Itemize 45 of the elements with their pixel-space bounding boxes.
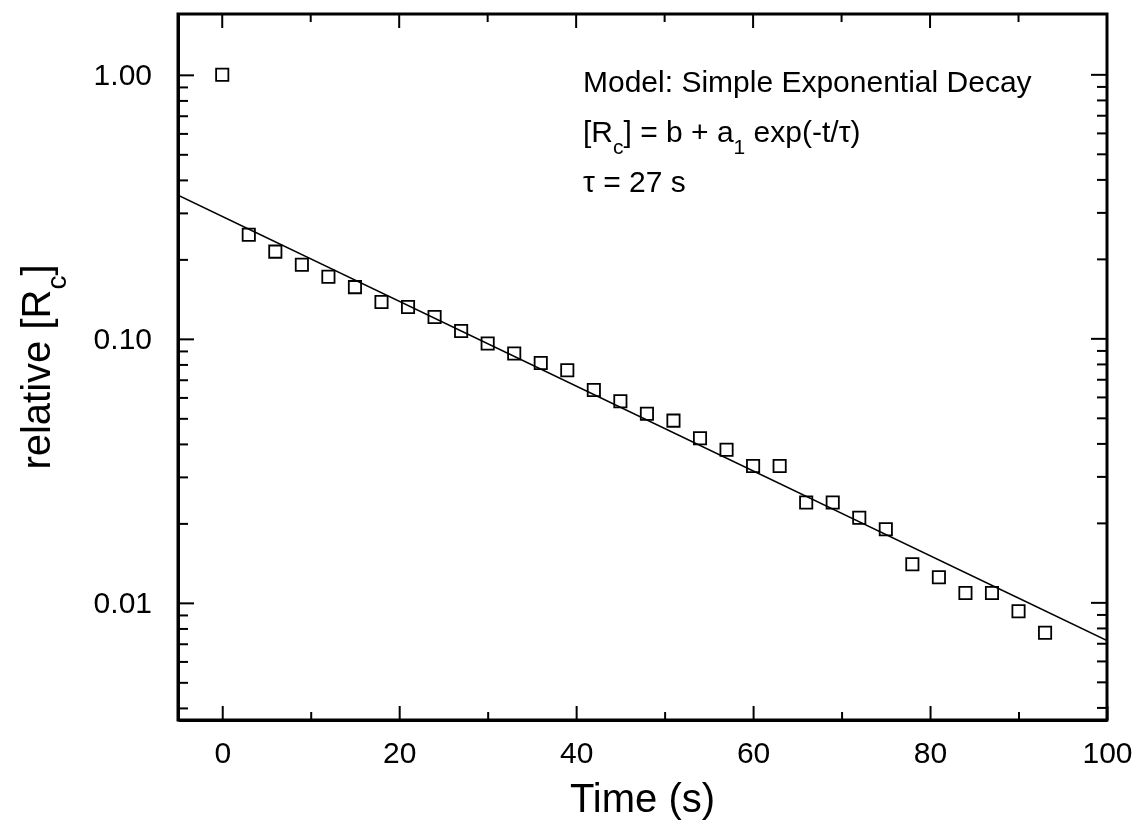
x-tick-label: 20 [383, 736, 417, 770]
point [401, 299, 416, 315]
point [560, 363, 575, 378]
point [241, 227, 256, 242]
point [586, 383, 601, 398]
point [852, 510, 867, 525]
point [454, 324, 469, 339]
point [268, 244, 283, 259]
point [692, 431, 708, 446]
annotation: Model: Simple Exponential Decay [583, 65, 1032, 98]
x-axis-title: Time (s) [569, 776, 716, 820]
x-tick-label: 60 [736, 736, 771, 770]
y-tick-label: 1.00 [93, 57, 152, 91]
point [772, 458, 787, 473]
point [374, 294, 389, 309]
annotation: [R$_{c}$] = b + a$_{1}$ exp(-t/τ) [583, 115, 861, 158]
point [905, 557, 920, 572]
point [931, 570, 946, 585]
x-tick-label: 0 [214, 736, 232, 770]
point [347, 280, 362, 295]
point [799, 495, 814, 510]
point [294, 257, 309, 272]
point [719, 442, 734, 457]
point [1038, 625, 1053, 640]
point [825, 495, 840, 510]
point [480, 336, 495, 351]
point [1011, 604, 1026, 619]
point [984, 585, 999, 600]
point [427, 309, 442, 325]
point [639, 406, 654, 421]
point [958, 585, 973, 600]
x-tick-label: 80 [913, 736, 948, 770]
point [215, 67, 230, 82]
point [613, 394, 628, 409]
point [666, 413, 681, 428]
point [533, 355, 548, 371]
point [321, 269, 336, 284]
y-tick-label: 0.10 [93, 321, 152, 355]
point [507, 346, 522, 361]
x-tick-label: 100 [1082, 736, 1133, 770]
x-tick-label: 40 [559, 736, 594, 770]
point [746, 458, 761, 473]
point [878, 522, 893, 537]
y-tick-label: 0.01 [93, 585, 152, 619]
annotation: τ = 27 s [583, 165, 686, 198]
